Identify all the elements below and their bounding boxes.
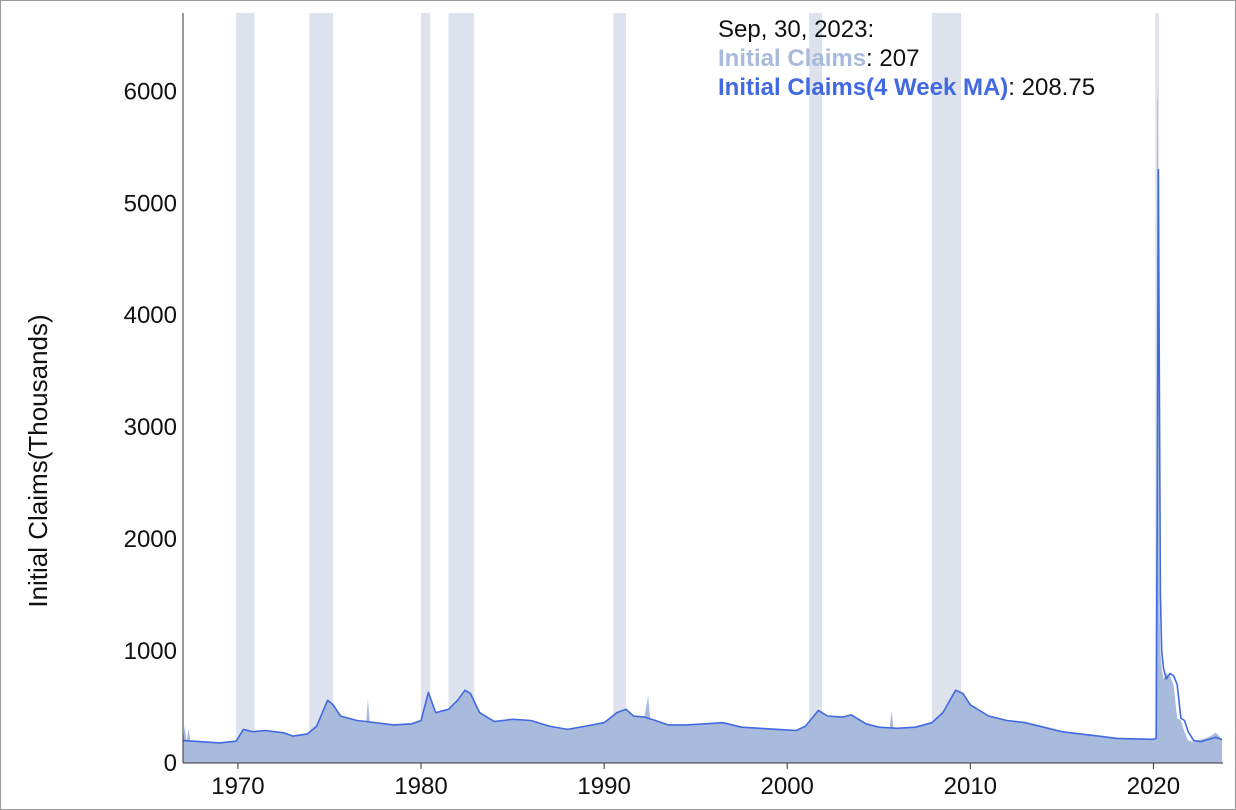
series-layer bbox=[182, 91, 1223, 763]
legend-series-value: 207 bbox=[879, 45, 920, 72]
recession-band bbox=[421, 13, 431, 763]
legend-row-initial-claims: Initial Claims: 207 bbox=[718, 45, 920, 72]
recession-band bbox=[309, 13, 334, 763]
y-tick-label: 5000 bbox=[124, 190, 177, 217]
legend-row-4-week-ma: Initial Claims(4 Week MA): 208.75 bbox=[718, 74, 1096, 101]
x-tick-label: 1990 bbox=[577, 773, 630, 800]
legend-series-name: Initial Claims bbox=[718, 45, 867, 72]
x-tick-label: 2020 bbox=[1127, 773, 1180, 800]
initial-claims-4wk-ma-line bbox=[182, 168, 1223, 744]
legend-date: Sep, 30, 2023: bbox=[718, 16, 875, 43]
y-tick-label: 0 bbox=[164, 750, 177, 777]
initial-claims-area bbox=[183, 91, 1223, 763]
y-tick-label: 3000 bbox=[124, 414, 177, 441]
recession-band bbox=[809, 13, 823, 763]
recession-band bbox=[448, 13, 475, 763]
y-tick-label: 4000 bbox=[124, 302, 177, 329]
recession-shading bbox=[236, 13, 1159, 763]
legend-series-name: Initial Claims(4 Week MA) bbox=[718, 74, 1009, 101]
recession-band bbox=[931, 13, 962, 763]
legend-series-value: 208.75 bbox=[1021, 74, 1096, 101]
x-tick-label: 2010 bbox=[944, 773, 997, 800]
x-axis-ticks: 1970 1980 1990 2000 2010 2020 bbox=[211, 763, 1180, 800]
y-tick-label: 1000 bbox=[124, 638, 177, 665]
y-axis-label: Initial Claims(Thousands) bbox=[23, 314, 53, 607]
x-tick-label: 1980 bbox=[394, 773, 447, 800]
y-tick-label: 6000 bbox=[124, 78, 177, 105]
legend-tooltip: Sep, 30, 2023: Initial Claims: 207 Initi… bbox=[718, 15, 1095, 102]
recession-band bbox=[613, 13, 627, 763]
y-tick-label: 2000 bbox=[124, 526, 177, 553]
x-tick-label: 1970 bbox=[211, 773, 264, 800]
x-tick-label: 2000 bbox=[761, 773, 814, 800]
recession-band bbox=[236, 13, 255, 763]
axes bbox=[182, 13, 1223, 764]
y-axis-ticks: 0 1000 2000 3000 4000 5000 6000 bbox=[124, 78, 177, 777]
